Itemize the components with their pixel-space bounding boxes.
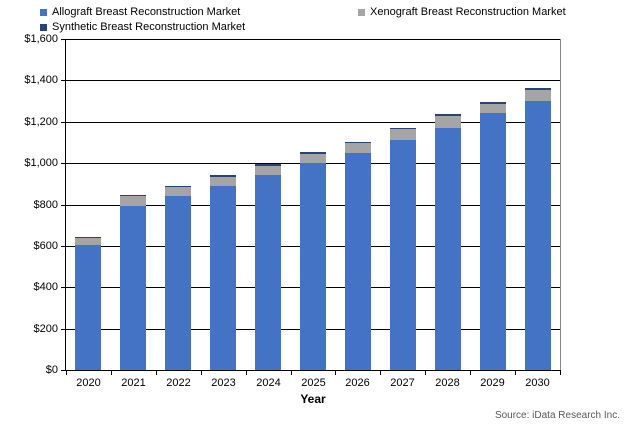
- x-axis-label: 2027: [390, 377, 415, 389]
- bar-2029-allograft-segment: [480, 113, 506, 370]
- x-axis-label: 2026: [345, 377, 370, 389]
- y-axis-tick: [61, 287, 66, 288]
- bar-2030-xenograft-segment: [525, 90, 551, 101]
- y-axis-label: $600: [33, 240, 58, 252]
- bar-2023-synthetic-segment: [210, 175, 236, 177]
- bar-2020-xenograft-segment: [75, 238, 101, 245]
- bar-2024-xenograft-segment: [255, 166, 281, 175]
- bar-2029-xenograft-segment: [480, 104, 506, 113]
- legend-marker-allograft-icon: [40, 9, 47, 16]
- source-note: Source: iData Research Inc.: [494, 410, 620, 421]
- bar-2023-xenograft-segment: [210, 177, 236, 186]
- bar-2028-synthetic-segment: [435, 114, 461, 116]
- x-axis-label: 2023: [211, 377, 236, 389]
- x-axis-tick: [560, 370, 561, 375]
- x-axis-label: 2028: [435, 377, 460, 389]
- bar-2027-xenograft-segment: [390, 129, 416, 140]
- bar-2030-synthetic-segment: [525, 88, 551, 90]
- bar-2028-xenograft-segment: [435, 116, 461, 128]
- bar-2028-allograft-segment: [435, 128, 461, 370]
- bar-2022-synthetic-segment: [165, 186, 191, 187]
- y-axis-label: $1,600: [24, 33, 58, 45]
- bar-2024-synthetic-segment: [255, 164, 281, 166]
- y-axis-tick: [61, 80, 66, 81]
- x-axis-tick: [291, 370, 292, 375]
- legend-marker-synthetic-icon: [40, 24, 47, 31]
- y-axis-label: $200: [33, 323, 58, 335]
- gridline: [66, 370, 560, 371]
- bar-2026-synthetic-segment: [345, 142, 371, 143]
- x-axis-tick: [515, 370, 516, 375]
- x-axis-tick: [246, 370, 247, 375]
- x-axis-title: Year: [300, 392, 326, 406]
- bar-2025-xenograft-segment: [300, 154, 326, 163]
- x-axis-tick: [201, 370, 202, 375]
- bar-2025-allograft-segment: [300, 163, 326, 370]
- bar-2026-xenograft-segment: [345, 143, 371, 153]
- y-axis-tick: [61, 246, 66, 247]
- gridline: [66, 122, 560, 123]
- x-axis-label: 2029: [480, 377, 505, 389]
- y-axis-tick: [61, 163, 66, 164]
- bar-2023-allograft-segment: [210, 186, 236, 370]
- x-axis-tick: [380, 370, 381, 375]
- x-axis-tick: [111, 370, 112, 375]
- bar-2025-synthetic-segment: [300, 152, 326, 154]
- bar-2020-allograft-segment: [75, 245, 101, 370]
- bar-2029-synthetic-segment: [480, 102, 506, 104]
- x-axis-label: 2030: [525, 377, 550, 389]
- x-axis-tick: [470, 370, 471, 375]
- legend: Allograft Breast Reconstruction Market X…: [40, 6, 566, 34]
- y-axis-label: $400: [33, 281, 58, 293]
- legend-label-synthetic: Synthetic Breast Reconstruction Market: [52, 21, 246, 33]
- y-axis-label: $1,400: [24, 74, 58, 86]
- bar-2022-allograft-segment: [165, 196, 191, 370]
- y-axis-label: $0: [45, 364, 58, 376]
- y-axis-label: $1,000: [24, 157, 58, 169]
- x-axis-tick: [335, 370, 336, 375]
- x-axis-label: 2025: [301, 377, 326, 389]
- bar-2024-allograft-segment: [255, 175, 281, 370]
- legend-marker-xenograft-icon: [358, 9, 365, 16]
- x-axis-tick: [156, 370, 157, 375]
- bar-2021-allograft-segment: [120, 206, 146, 370]
- x-axis-label: 2024: [256, 377, 281, 389]
- x-axis-tick: [425, 370, 426, 375]
- bar-2030-allograft-segment: [525, 101, 551, 370]
- bar-2022-xenograft-segment: [165, 187, 191, 196]
- gridline: [66, 39, 560, 40]
- bar-2021-synthetic-segment: [120, 195, 146, 196]
- y-axis-tick: [61, 370, 66, 371]
- y-axis-label: $800: [33, 199, 58, 211]
- gridline: [66, 80, 560, 81]
- y-axis-tick: [61, 329, 66, 330]
- legend-item-allograft: Allograft Breast Reconstruction Market: [40, 6, 358, 19]
- plot-right-border: [560, 39, 561, 371]
- legend-item-xenograft: Xenograft Breast Reconstruction Market: [358, 6, 566, 19]
- x-axis-label: 2021: [121, 377, 146, 389]
- legend-item-synthetic: Synthetic Breast Reconstruction Market: [40, 21, 358, 34]
- bar-2027-synthetic-segment: [390, 128, 416, 129]
- legend-label-allograft: Allograft Breast Reconstruction Market: [52, 6, 241, 18]
- x-axis-label: 2022: [166, 377, 191, 389]
- legend-label-xenograft: Xenograft Breast Reconstruction Market: [370, 6, 566, 18]
- y-axis-tick: [61, 122, 66, 123]
- bar-2026-allograft-segment: [345, 153, 371, 370]
- y-axis-line: [65, 39, 66, 371]
- x-axis-tick: [66, 370, 67, 375]
- x-axis-label: 2020: [76, 377, 101, 389]
- bar-2021-xenograft-segment: [120, 196, 146, 206]
- bar-2020-synthetic-segment: [75, 237, 101, 238]
- y-axis-tick: [61, 39, 66, 40]
- bar-2027-allograft-segment: [390, 140, 416, 370]
- y-axis-tick: [61, 205, 66, 206]
- y-axis-label: $1,200: [24, 116, 58, 128]
